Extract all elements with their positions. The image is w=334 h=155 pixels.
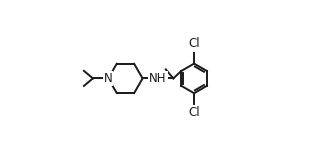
Text: Cl: Cl	[189, 37, 200, 50]
Text: N: N	[104, 72, 113, 85]
Text: Cl: Cl	[188, 106, 200, 119]
Text: NH: NH	[149, 72, 167, 85]
